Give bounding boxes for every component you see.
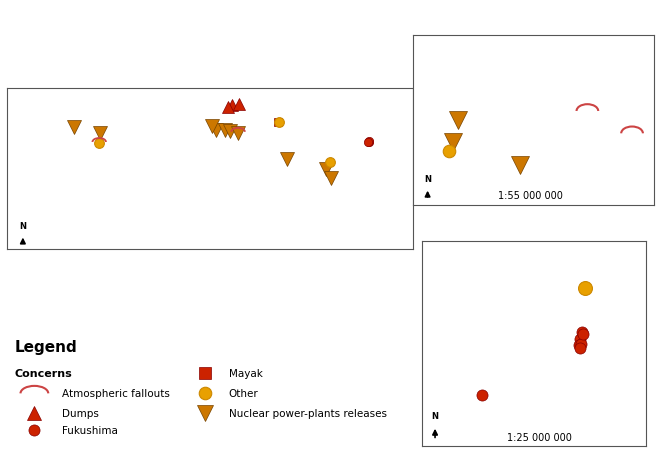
Text: Concerns: Concerns bbox=[15, 368, 72, 378]
Text: 1:25 000 000: 1:25 000 000 bbox=[507, 433, 572, 442]
Text: 1:55 000 000: 1:55 000 000 bbox=[498, 190, 563, 200]
Text: N: N bbox=[432, 411, 438, 420]
Text: N: N bbox=[424, 175, 431, 183]
Text: Legend: Legend bbox=[15, 340, 77, 354]
Text: Fukushima: Fukushima bbox=[62, 425, 118, 435]
Text: Atmospheric fallouts: Atmospheric fallouts bbox=[62, 388, 170, 399]
Text: Dumps: Dumps bbox=[62, 408, 99, 418]
Text: Mayak: Mayak bbox=[229, 368, 262, 378]
Text: Other: Other bbox=[229, 388, 258, 399]
Text: Nuclear power-plants releases: Nuclear power-plants releases bbox=[229, 408, 387, 418]
Text: N: N bbox=[19, 221, 26, 230]
